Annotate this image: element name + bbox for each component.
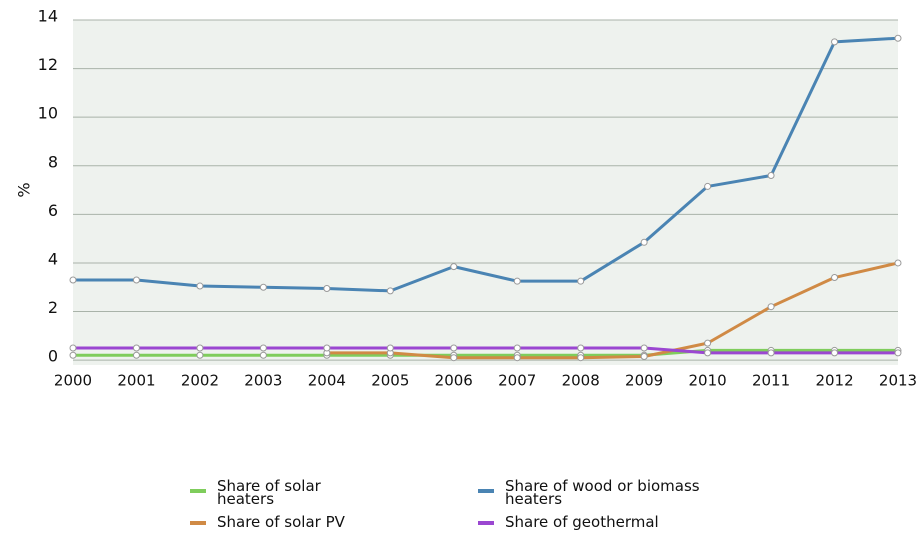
- data-point: [323, 344, 331, 352]
- legend-swatch: [190, 489, 206, 493]
- data-point: [69, 351, 77, 359]
- data-point: [259, 283, 267, 291]
- data-point: [704, 349, 712, 357]
- data-point: [132, 344, 140, 352]
- x-tick-label: 2008: [562, 372, 600, 390]
- data-point: [323, 284, 331, 292]
- data-point: [259, 344, 267, 352]
- y-tick-label: 14: [38, 7, 58, 26]
- data-point: [450, 263, 458, 271]
- data-point: [196, 351, 204, 359]
- data-point: [640, 352, 648, 360]
- series-line: [73, 36, 899, 293]
- data-point: [704, 182, 712, 190]
- data-point: [767, 171, 775, 179]
- series-line: [73, 346, 898, 355]
- data-point: [450, 344, 458, 352]
- y-tick-label: 4: [48, 249, 58, 268]
- data-point: [196, 344, 204, 352]
- data-point: [577, 344, 585, 352]
- x-tick-label: 2009: [625, 372, 663, 390]
- data-point: [577, 277, 585, 285]
- x-tick-label: 2013: [879, 372, 917, 390]
- data-point: [894, 259, 902, 267]
- data-point: [513, 277, 521, 285]
- x-tick-label: 2006: [435, 372, 473, 390]
- plot-area: [73, 20, 898, 365]
- chart: % 0 2 4 6 8 10 12 14 2000 2001 2002 2003 2004 2005 200…: [15, 7, 918, 390]
- y-tick-label: 0: [48, 347, 58, 366]
- data-point: [69, 276, 77, 284]
- x-tick-label: 2002: [181, 372, 219, 390]
- data-point: [831, 38, 839, 46]
- x-tick-label: 2003: [244, 372, 282, 390]
- x-tick-label: 2005: [371, 372, 409, 390]
- x-tick-label: 2001: [117, 372, 155, 390]
- data-point: [132, 351, 140, 359]
- x-tick-label: 2011: [752, 372, 790, 390]
- y-tick-label: 6: [48, 201, 58, 220]
- legend-label: Share of wood or biomass heaters: [505, 477, 700, 508]
- data-point: [640, 344, 648, 352]
- data-point: [450, 354, 458, 362]
- data-point: [767, 303, 775, 311]
- data-point: [577, 354, 585, 362]
- y-axis-label: %: [15, 182, 34, 197]
- x-tick-label: 2012: [815, 372, 853, 390]
- data-point: [196, 282, 204, 290]
- y-tick-label: 8: [48, 152, 58, 171]
- y-tick-label: 2: [48, 298, 58, 317]
- series-line: [73, 348, 898, 357]
- x-tick-label: 2010: [689, 372, 727, 390]
- x-tick-label: 2007: [498, 372, 536, 390]
- y-tick-label: 12: [38, 55, 58, 74]
- legend-label: Share of solar PV: [217, 513, 345, 531]
- x-tick-label: 2000: [54, 372, 92, 390]
- legend-label: Share of geothermal: [505, 513, 659, 531]
- data-point: [704, 339, 712, 347]
- y-tick-label: 10: [38, 104, 58, 123]
- data-point: [894, 34, 902, 42]
- x-tick-label: 2004: [308, 372, 346, 390]
- legend-swatch: [478, 489, 494, 493]
- legend-label: Share of solar heaters: [217, 477, 321, 508]
- data-point: [831, 274, 839, 282]
- data-point: [69, 344, 77, 352]
- data-point: [259, 351, 267, 359]
- data-point: [894, 349, 902, 357]
- legend-swatch: [478, 521, 494, 525]
- data-point: [386, 287, 394, 295]
- legend-swatch: [190, 521, 206, 525]
- data-point: [513, 344, 521, 352]
- data-point: [132, 276, 140, 284]
- data-point: [386, 344, 394, 352]
- data-point: [767, 349, 775, 357]
- series-line: [326, 261, 899, 360]
- data-point: [640, 238, 648, 246]
- data-point: [513, 354, 521, 362]
- data-point: [831, 349, 839, 357]
